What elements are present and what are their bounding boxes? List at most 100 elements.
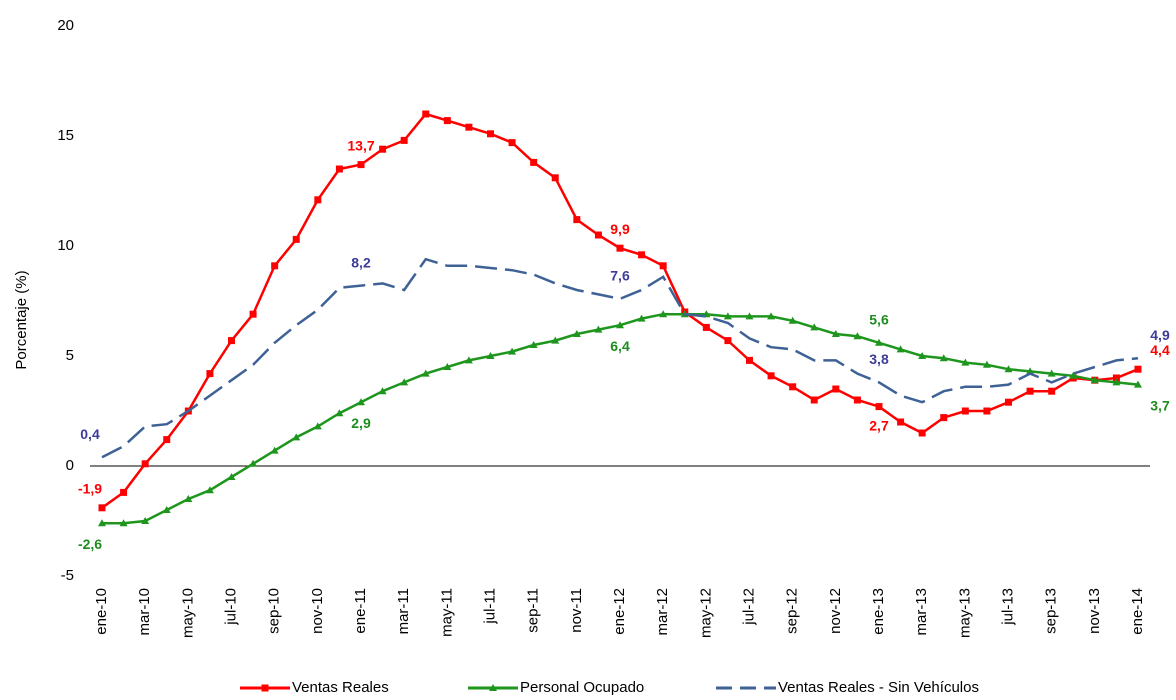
point-marker bbox=[1112, 374, 1120, 382]
value-label: 2,7 bbox=[869, 417, 889, 433]
point-marker bbox=[335, 409, 344, 417]
point-marker bbox=[378, 387, 387, 395]
x-tick-label: nov-11 bbox=[568, 588, 585, 633]
value-label: 9,9 bbox=[610, 221, 630, 237]
point-marker bbox=[637, 314, 646, 322]
value-label: -1,9 bbox=[78, 481, 102, 497]
x-tick-label: mar-11 bbox=[395, 588, 412, 634]
point-marker bbox=[163, 436, 171, 444]
point-marker bbox=[530, 158, 538, 166]
x-tick-label: nov-10 bbox=[309, 588, 326, 634]
series-line bbox=[101, 112, 1139, 509]
point-marker bbox=[939, 354, 948, 362]
point-marker bbox=[98, 504, 106, 512]
point-marker bbox=[357, 398, 365, 406]
point-marker bbox=[422, 110, 430, 118]
point-marker bbox=[1005, 398, 1012, 406]
point-marker bbox=[314, 196, 322, 204]
point-marker bbox=[184, 495, 193, 502]
point-marker bbox=[357, 161, 365, 169]
value-label: 7,6 bbox=[610, 268, 630, 284]
point-marker bbox=[918, 352, 927, 359]
point-marker bbox=[465, 123, 473, 131]
value-label: 6,4 bbox=[610, 338, 630, 354]
point-marker bbox=[400, 136, 408, 144]
x-tick-label: ene-10 bbox=[93, 588, 110, 635]
point-marker bbox=[1090, 376, 1099, 384]
point-marker bbox=[853, 332, 862, 340]
x-tick-label: jul-11 bbox=[481, 588, 498, 625]
point-marker bbox=[1069, 371, 1078, 379]
point-marker bbox=[982, 360, 991, 368]
x-tick-label: may-11 bbox=[438, 588, 455, 637]
y-tick-label: 0 bbox=[66, 457, 74, 474]
value-label: 4,9 bbox=[1150, 327, 1170, 343]
x-tick-label: jul-13 bbox=[999, 588, 1016, 626]
point-marker bbox=[271, 262, 279, 270]
value-label: 13,7 bbox=[347, 137, 374, 153]
x-tick-label: may-13 bbox=[956, 588, 973, 638]
point-marker bbox=[1112, 378, 1121, 386]
point-marker bbox=[875, 338, 883, 346]
x-tick-label: mar-13 bbox=[913, 588, 930, 636]
point-marker bbox=[249, 459, 258, 467]
point-marker bbox=[227, 473, 236, 480]
point-marker bbox=[292, 433, 301, 441]
point-marker bbox=[1026, 387, 1034, 395]
point-marker bbox=[486, 352, 495, 359]
series-line bbox=[101, 257, 1139, 459]
point-marker bbox=[810, 396, 818, 404]
point-marker bbox=[1134, 380, 1142, 388]
point-marker bbox=[98, 519, 106, 527]
point-marker bbox=[746, 356, 753, 364]
point-marker bbox=[443, 117, 451, 125]
point-marker bbox=[1134, 365, 1142, 373]
point-marker bbox=[961, 358, 970, 366]
point-marker bbox=[487, 130, 494, 138]
value-label: 8,2 bbox=[351, 254, 371, 270]
point-marker bbox=[313, 422, 322, 430]
point-marker bbox=[551, 174, 559, 182]
x-tick-label: jul-12 bbox=[740, 588, 757, 626]
point-marker bbox=[400, 378, 409, 386]
x-tick-label: ene-13 bbox=[870, 588, 887, 635]
x-tick-label: jul-10 bbox=[222, 588, 239, 626]
legend-marker bbox=[261, 684, 269, 692]
point-marker bbox=[1048, 387, 1056, 395]
point-marker bbox=[1047, 369, 1056, 377]
x-tick-label: ene-12 bbox=[611, 588, 628, 635]
point-marker bbox=[767, 372, 775, 380]
x-tick-label: ene-11 bbox=[352, 588, 369, 634]
y-tick-label: 10 bbox=[57, 237, 74, 254]
x-tick-label: sep-13 bbox=[1043, 588, 1060, 634]
x-tick-label: nov-12 bbox=[827, 588, 844, 634]
point-marker bbox=[875, 403, 883, 411]
y-tick-label: 5 bbox=[66, 347, 74, 364]
point-marker bbox=[940, 414, 948, 422]
point-marker bbox=[897, 418, 905, 426]
point-marker bbox=[379, 145, 387, 153]
point-marker bbox=[702, 323, 710, 331]
value-label: 2,9 bbox=[351, 415, 371, 431]
point-marker bbox=[205, 486, 214, 494]
x-tick-label: sep-10 bbox=[266, 588, 283, 634]
point-marker bbox=[270, 446, 279, 454]
point-marker bbox=[832, 385, 840, 393]
x-tick-label: mar-12 bbox=[654, 588, 671, 636]
point-marker bbox=[529, 341, 538, 348]
value-label: 3,8 bbox=[869, 351, 889, 367]
x-tick-label: sep-12 bbox=[784, 588, 801, 634]
point-marker bbox=[508, 347, 517, 355]
point-marker bbox=[767, 312, 776, 320]
legend-label: Personal Ocupado bbox=[520, 679, 644, 696]
value-label: 4,4 bbox=[1150, 342, 1170, 358]
point-marker bbox=[983, 407, 991, 415]
point-marker bbox=[831, 330, 840, 337]
point-marker bbox=[810, 323, 819, 331]
point-marker bbox=[421, 369, 430, 377]
point-marker bbox=[918, 429, 926, 437]
x-tick-label: ene-14 bbox=[1129, 588, 1146, 635]
x-tick-label: may-12 bbox=[697, 588, 714, 638]
value-label: 3,7 bbox=[1150, 397, 1170, 413]
